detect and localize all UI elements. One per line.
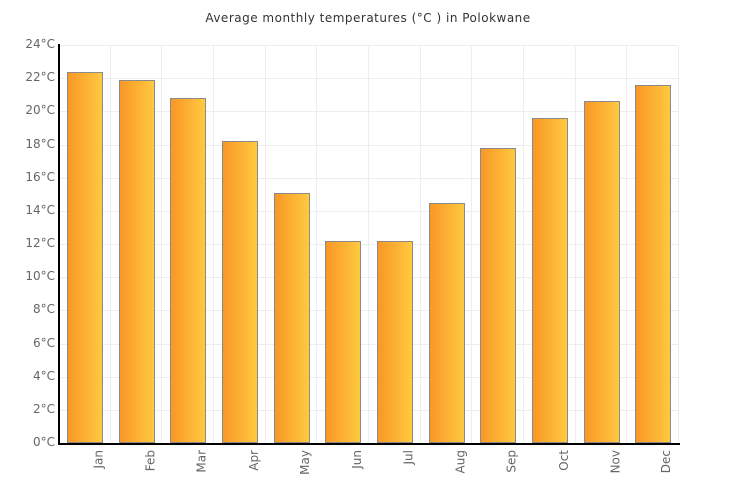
gridline-horizontal-20 [59,111,679,113]
gridline-vertical-3 [213,45,214,443]
gridline-vertical-8 [471,45,473,443]
bar-jul [376,240,413,443]
gridline-horizontal-16 [59,177,679,179]
gridline-horizontal-14 [59,210,679,212]
y-axis-line [58,44,60,444]
gridline-vertical-1 [109,45,111,443]
y-axis-label-18: 18°C [25,136,55,151]
gridline-horizontal-2 [59,409,679,411]
x-axis-label-apr: Apr [246,450,261,471]
gridline-vertical-9 [523,45,524,443]
chart-title: Average monthly temperatures (°C ) in Po… [205,11,531,25]
bar-mar [170,98,207,443]
x-axis-label-feb: Feb [143,450,157,472]
x-axis-label-jul: Jul [401,450,416,465]
bar-feb [118,79,155,443]
gridline-horizontal-22 [59,78,679,80]
x-axis-label-jun: Jun [349,450,364,469]
plot-area [59,45,679,443]
x-axis-label-nov: Nov [608,450,622,474]
x-axis-label-aug: Aug [453,450,467,474]
bar-apr [221,141,258,443]
bar-may [273,192,310,443]
y-axis-label-0: 0°C [32,435,55,449]
gridline-horizontal-4 [59,376,679,378]
x-axis-line [58,443,680,445]
gridline-vertical-12 [678,45,679,443]
gridline-horizontal-24 [59,45,679,46]
gridline-horizontal-12 [59,244,679,245]
bar-dec [635,84,672,443]
bar-jan [66,71,103,443]
y-axis-label-14: 14°C [25,202,55,217]
gridline-horizontal-6 [59,343,679,345]
y-axis-label-10: 10°C [25,269,55,284]
x-axis-label-dec: Dec [659,450,674,474]
x-axis-label-oct: Oct [556,450,571,471]
gridline-horizontal-18 [59,144,679,146]
gridline-vertical-10 [574,45,576,443]
bar-sep [480,147,517,443]
gridline-vertical-11 [626,45,628,443]
x-axis-label-sep: Sep [504,450,519,473]
gridline-vertical-2 [161,45,163,443]
bar-oct [531,117,568,443]
gridline-horizontal-10 [59,277,679,279]
y-axis-label-22: 22°C [25,70,55,85]
y-axis-label-24: 24°C [25,37,55,51]
gridline-vertical-7 [419,45,421,443]
y-axis-label-16: 16°C [25,169,55,184]
x-axis-label-may: May [298,450,312,475]
bar-aug [428,202,465,443]
y-axis-label-8: 8°C [32,302,55,317]
gridline-vertical-5 [316,45,318,443]
y-axis-label-20: 20°C [25,103,55,118]
bar-jun [325,240,362,443]
x-axis-label-mar: Mar [194,450,209,473]
y-axis-label-12: 12°C [25,236,55,250]
y-axis-label-4: 4°C [32,368,55,383]
y-axis-label-6: 6°C [32,335,55,350]
x-axis-label-jan: Jan [91,450,106,469]
bar-nov [583,101,620,443]
gridline-vertical-4 [264,45,266,443]
gridline-vertical-6 [368,45,369,443]
y-axis-label-2: 2°C [32,401,55,416]
gridline-horizontal-8 [59,310,679,312]
